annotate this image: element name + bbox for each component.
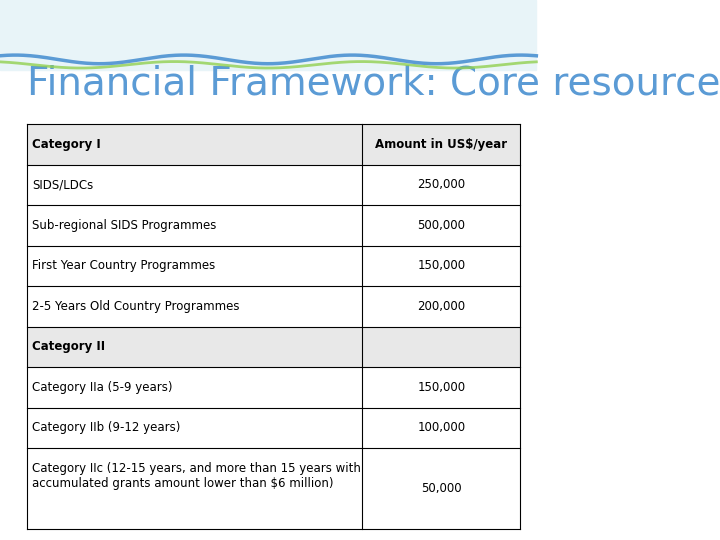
Bar (27, 327, 521, 367)
Text: 500,000: 500,000 (418, 219, 465, 232)
Bar (27, 367, 521, 408)
Text: 150,000: 150,000 (418, 381, 465, 394)
Text: First Year Country Programmes: First Year Country Programmes (32, 259, 215, 273)
Text: Sub-regional SIDS Programmes: Sub-regional SIDS Programmes (32, 219, 217, 232)
Text: 100,000: 100,000 (418, 421, 465, 435)
Bar (27, 124, 521, 165)
Bar (27, 165, 521, 205)
Text: Category II: Category II (32, 340, 105, 354)
Text: Category IIc (12-15 years, and more than 15 years with
accumulated grants amount: Category IIc (12-15 years, and more than… (32, 462, 361, 490)
Text: 250,000: 250,000 (418, 178, 465, 192)
Text: 2-5 Years Old Country Programmes: 2-5 Years Old Country Programmes (32, 300, 240, 313)
Text: 200,000: 200,000 (418, 300, 465, 313)
Text: 150,000: 150,000 (418, 259, 465, 273)
Text: Financial Framework: Core resources: Financial Framework: Core resources (27, 65, 720, 103)
Bar (27, 205, 521, 246)
Bar (27, 246, 521, 286)
Text: Amount in US$/year: Amount in US$/year (375, 138, 508, 151)
Text: SIDS/LDCs: SIDS/LDCs (32, 178, 94, 192)
Text: Category IIb (9-12 years): Category IIb (9-12 years) (32, 421, 181, 435)
Text: 50,000: 50,000 (421, 482, 462, 495)
Bar (27, 408, 521, 448)
Text: Category IIa (5-9 years): Category IIa (5-9 years) (32, 381, 173, 394)
Text: Category I: Category I (32, 138, 101, 151)
Bar (27, 286, 521, 327)
